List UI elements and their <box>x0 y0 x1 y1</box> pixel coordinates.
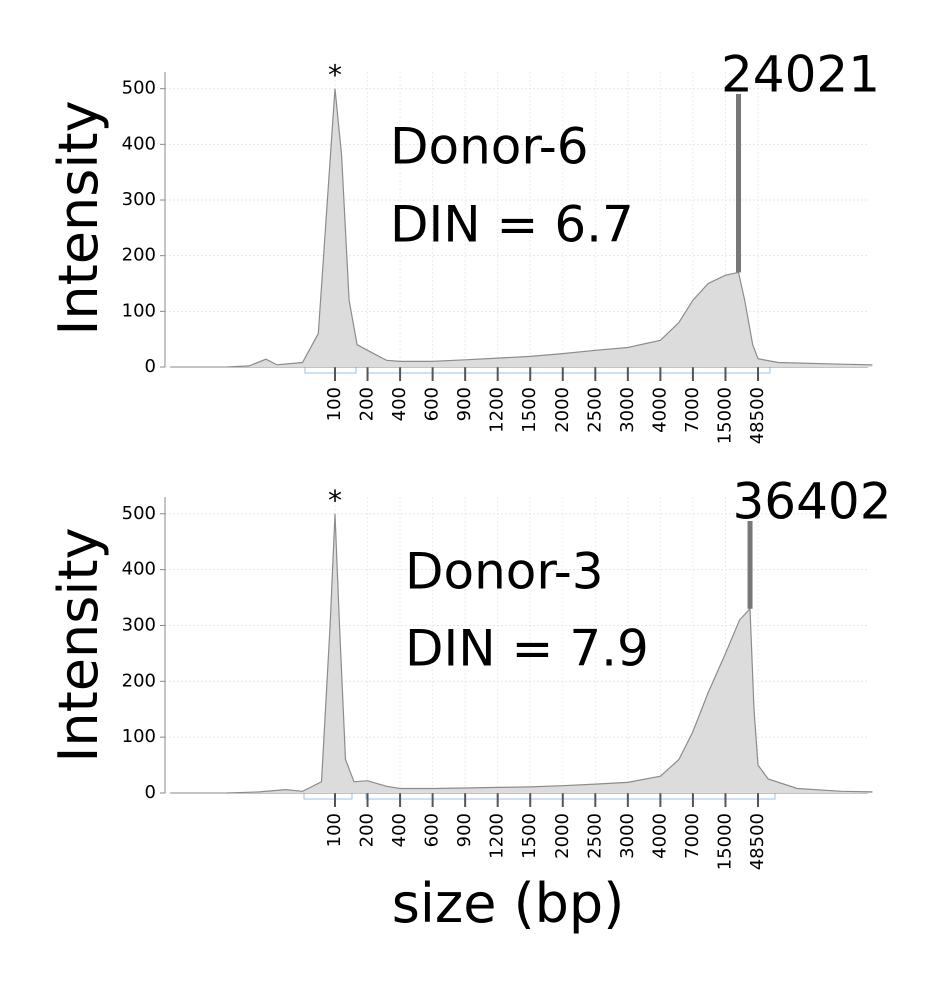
x-tick-label: 400 <box>389 387 410 421</box>
x-tick-label: 900 <box>454 387 475 421</box>
x-tick-label: 100 <box>324 387 345 421</box>
y-tick-label: 500 <box>122 78 156 99</box>
sample-label: Donor-3 <box>405 543 604 601</box>
x-tick-label: 4000 <box>649 813 670 859</box>
x-tick-label: 2000 <box>552 813 573 859</box>
x-tick-label: 1200 <box>487 387 508 433</box>
ladder-bracket <box>303 792 353 800</box>
x-tick-label: 15000 <box>714 387 735 444</box>
y-tick-label: 200 <box>122 670 156 691</box>
x-tick-label: 400 <box>389 813 410 847</box>
y-axis-label: Intensity <box>47 100 110 335</box>
y-tick-label: 300 <box>122 614 156 635</box>
y-tick-label: 400 <box>122 133 156 154</box>
peak-marker: * <box>328 484 342 517</box>
y-axis-label: Intensity <box>47 527 110 762</box>
peak-marker: * <box>328 59 342 92</box>
x-tick-label: 100 <box>324 813 345 847</box>
x-tick-label: 7000 <box>682 387 703 433</box>
x-tick-label: 7000 <box>682 813 703 859</box>
x-tick-label: 600 <box>422 813 443 847</box>
y-tick-label: 300 <box>122 189 156 210</box>
ladder-bracket <box>367 366 771 374</box>
peak-size-label: 24021 <box>721 46 880 104</box>
trace-line <box>226 513 873 794</box>
x-tick-label: 200 <box>357 387 378 421</box>
x-tick-label: 1200 <box>487 813 508 859</box>
y-tick-label: 0 <box>145 356 156 377</box>
ladder-bracket <box>365 792 776 800</box>
y-tick-label: 500 <box>122 503 156 524</box>
trace-line <box>226 88 873 368</box>
x-tick-label: 48500 <box>747 387 768 444</box>
y-tick-label: 400 <box>122 559 156 580</box>
x-tick-label: 1500 <box>519 813 540 859</box>
y-tick-label: 100 <box>122 300 156 321</box>
x-axis-label: size (bp) <box>392 872 625 935</box>
x-tick-label: 1500 <box>519 387 540 433</box>
x-tick-label: 4000 <box>649 387 670 433</box>
y-tick-label: 0 <box>145 782 156 803</box>
x-tick-label: 200 <box>357 813 378 847</box>
x-tick-label: 900 <box>454 813 475 847</box>
area-fill <box>226 513 873 793</box>
sample-label: DIN = 7.9 <box>405 620 649 678</box>
area-fill <box>226 88 873 367</box>
sample-label: Donor-6 <box>390 118 589 176</box>
x-tick-label: 600 <box>422 387 443 421</box>
y-tick-label: 100 <box>122 726 156 747</box>
x-tick-label: 2500 <box>584 813 605 859</box>
x-tick-label: 3000 <box>617 813 638 859</box>
sample-label: DIN = 6.7 <box>390 196 634 254</box>
x-tick-label: 2000 <box>552 387 573 433</box>
x-tick-label: 15000 <box>714 813 735 870</box>
peak-size-label: 36402 <box>733 473 892 531</box>
x-tick-label: 2500 <box>584 387 605 433</box>
ladder-bracket <box>304 366 357 374</box>
y-tick-label: 200 <box>122 245 156 266</box>
x-tick-label: 48500 <box>747 813 768 870</box>
x-tick-label: 3000 <box>617 387 638 433</box>
